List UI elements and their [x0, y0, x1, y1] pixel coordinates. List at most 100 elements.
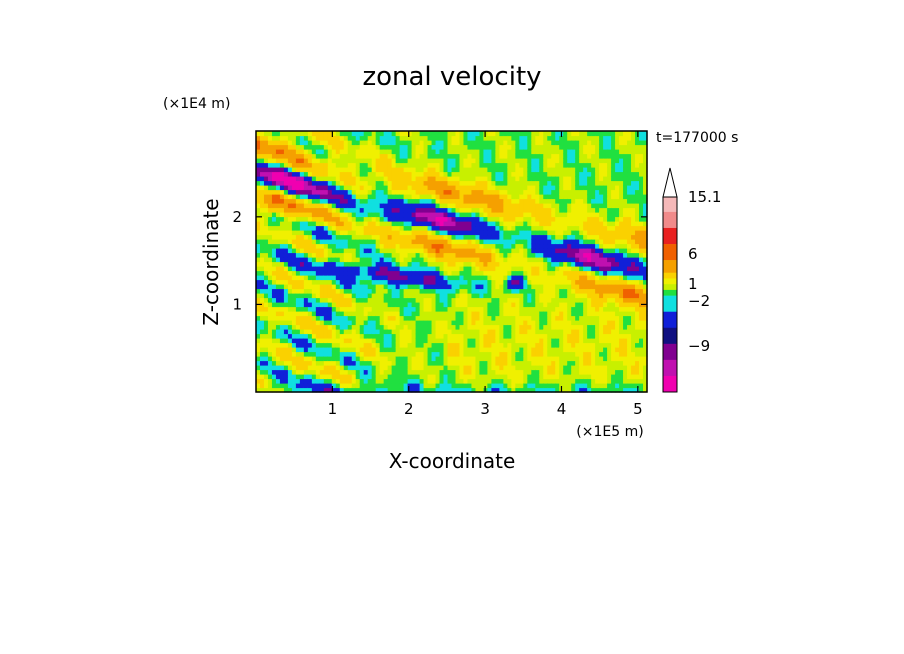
field-cell — [339, 356, 345, 362]
field-cell — [311, 378, 317, 384]
field-cell — [399, 203, 405, 209]
field-cell — [587, 369, 592, 375]
field-cell — [399, 324, 405, 330]
field-cell — [503, 270, 508, 276]
field-cell — [287, 180, 293, 186]
field-cell — [295, 248, 301, 254]
field-cell — [307, 279, 313, 285]
field-cell — [375, 347, 381, 353]
field-cell — [355, 158, 361, 164]
field-cell — [339, 243, 345, 249]
field-cell — [591, 342, 596, 348]
field-cell — [503, 311, 508, 317]
field-cell — [567, 176, 572, 182]
field-cell — [287, 374, 293, 380]
field-cell — [303, 221, 309, 227]
field-cell — [503, 185, 508, 191]
field-cell — [363, 162, 369, 168]
field-cell — [279, 311, 285, 317]
field-cell — [399, 171, 405, 177]
field-cell — [579, 216, 584, 222]
field-cell — [395, 306, 401, 312]
field-cell — [439, 347, 445, 353]
field-cell — [299, 239, 305, 245]
field-cell — [515, 369, 520, 375]
field-cell — [283, 189, 289, 195]
field-cell — [491, 324, 496, 330]
field-cell — [411, 239, 417, 245]
field-cell — [303, 162, 309, 168]
field-cell — [279, 162, 285, 168]
field-cell — [447, 131, 453, 137]
field-cell — [567, 149, 572, 155]
field-cell — [279, 194, 285, 200]
field-cell — [451, 243, 457, 249]
field-cell — [383, 320, 389, 326]
field-cell — [427, 212, 433, 218]
field-cell — [263, 252, 269, 258]
field-cell — [571, 158, 576, 164]
field-cell — [331, 329, 337, 335]
field-cell — [515, 311, 520, 317]
field-cell — [583, 153, 588, 159]
field-cell — [527, 284, 532, 290]
field-cell — [487, 297, 492, 303]
field-cell — [543, 171, 548, 177]
field-cell — [431, 221, 437, 227]
field-cell — [563, 311, 568, 317]
field-cell — [423, 324, 429, 330]
field-cell — [259, 369, 265, 375]
field-cell — [535, 302, 540, 308]
field-cell — [367, 153, 373, 159]
field-cell — [591, 207, 596, 213]
field-cell — [359, 347, 365, 353]
field-cell — [279, 261, 285, 267]
field-cell — [363, 131, 369, 137]
field-cell — [583, 162, 588, 168]
field-cell — [427, 257, 433, 263]
field-cell — [287, 198, 293, 204]
field-cell — [527, 279, 532, 285]
field-cell — [259, 324, 265, 330]
field-cell — [531, 171, 536, 177]
field-cell — [351, 270, 357, 276]
field-cell — [571, 194, 576, 200]
field-cell — [279, 356, 285, 362]
field-cell — [575, 369, 580, 375]
field-cell — [363, 153, 369, 159]
field-cell — [475, 261, 481, 267]
field-cell — [259, 221, 265, 227]
field-cell — [559, 194, 564, 200]
field-cell — [403, 356, 409, 362]
field-cell — [271, 356, 277, 362]
field-cell — [327, 216, 333, 222]
field-cell — [487, 248, 492, 254]
field-cell — [487, 243, 492, 249]
field-cell — [443, 378, 449, 384]
field-cell — [583, 360, 588, 366]
field-cell — [259, 167, 265, 173]
field-cell — [447, 279, 453, 285]
field-cell — [267, 158, 273, 164]
field-cell — [583, 194, 588, 200]
field-cell — [547, 203, 552, 209]
field-cell — [271, 135, 277, 141]
field-cell — [519, 248, 524, 254]
field-cell — [479, 243, 485, 249]
field-cell — [547, 221, 552, 227]
field-cell — [547, 212, 552, 218]
field-cell — [359, 311, 365, 317]
y-unit-label: (×1E4 m) — [163, 96, 230, 112]
field-cell — [323, 167, 329, 173]
field-cell — [483, 261, 489, 267]
field-cell — [411, 369, 417, 375]
field-cell — [531, 140, 536, 146]
field-cell — [527, 252, 532, 258]
field-cell — [287, 293, 293, 299]
field-cell — [367, 207, 373, 213]
field-cell — [299, 356, 305, 362]
field-cell — [279, 270, 285, 276]
field-cell — [567, 387, 572, 393]
field-cell — [567, 180, 572, 186]
field-cell — [415, 311, 421, 317]
